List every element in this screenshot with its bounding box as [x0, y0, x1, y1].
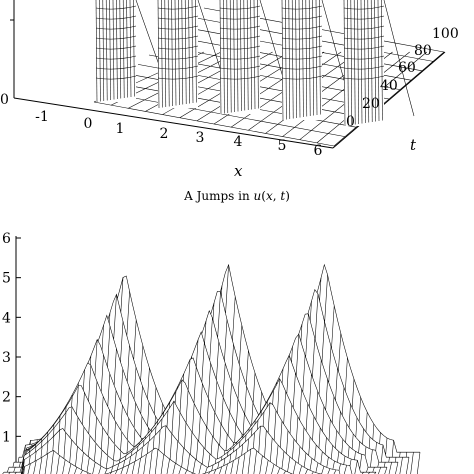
panel-a-jump-ridge	[157, 0, 229, 109]
panel-a-surface	[93, 0, 445, 147]
panel-a-jump-ridge	[95, 0, 167, 103]
panel-b-z-tick-label: 6	[2, 231, 11, 247]
panel-a-t-axis	[332, 51, 446, 149]
panel-a-t-tick-label: 0	[346, 114, 355, 130]
panel-a-t-tick-label: 20	[362, 96, 380, 112]
panel-b-z-tick-label: 4	[2, 310, 11, 326]
panel-a-jump-ridge	[219, 0, 291, 115]
panel-a-z-tick-label: 0	[0, 92, 9, 108]
panel-a-t-tick-label: 80	[414, 43, 432, 59]
panel-a-x-tick-label: 5	[278, 138, 287, 154]
panel-a-x-tick-label: 2	[160, 126, 169, 142]
panel-a-x-tick-label: 1	[116, 121, 125, 137]
panel-b-ticks: 1 2 3 4 5 6	[2, 231, 21, 445]
panel-b-surface	[2, 263, 421, 474]
panel-a-x-tick-label: 0	[84, 116, 93, 132]
panel-a-x-axis	[13, 97, 334, 149]
panel-b: 1 2 3 4 5 6	[2, 231, 421, 474]
panel-b-z-tick-label: 2	[2, 390, 11, 406]
panel-a-x-tick-label: 3	[196, 130, 205, 146]
panel-a-t-tick-label: 40	[380, 78, 398, 94]
panel-a-t-tick-label: 60	[398, 60, 416, 76]
panel-b-z-tick-label: 1	[2, 429, 11, 445]
panel-a-x-tick-label: 4	[234, 134, 243, 150]
panel-a-t-tick-label: 100	[432, 26, 459, 42]
panel-a-axes	[10, 0, 446, 149]
panel-a-t-label: t	[410, 136, 417, 154]
panel-a-x-label: x	[234, 162, 243, 180]
panel-a-caption: A Jumps in u(x, t)	[183, 189, 290, 203]
panel-a-jump-ridge	[281, 0, 353, 121]
panel-a-jump-ridge	[343, 0, 415, 127]
panel-b-surface-layer	[21, 447, 294, 474]
panel-a-x-tick-label: 6	[314, 143, 323, 159]
panel-b-z-tick-label: 3	[2, 350, 11, 366]
panel-a-x-tick-label: -1	[35, 109, 49, 125]
panel-b-z-tick-label: 5	[2, 271, 11, 287]
